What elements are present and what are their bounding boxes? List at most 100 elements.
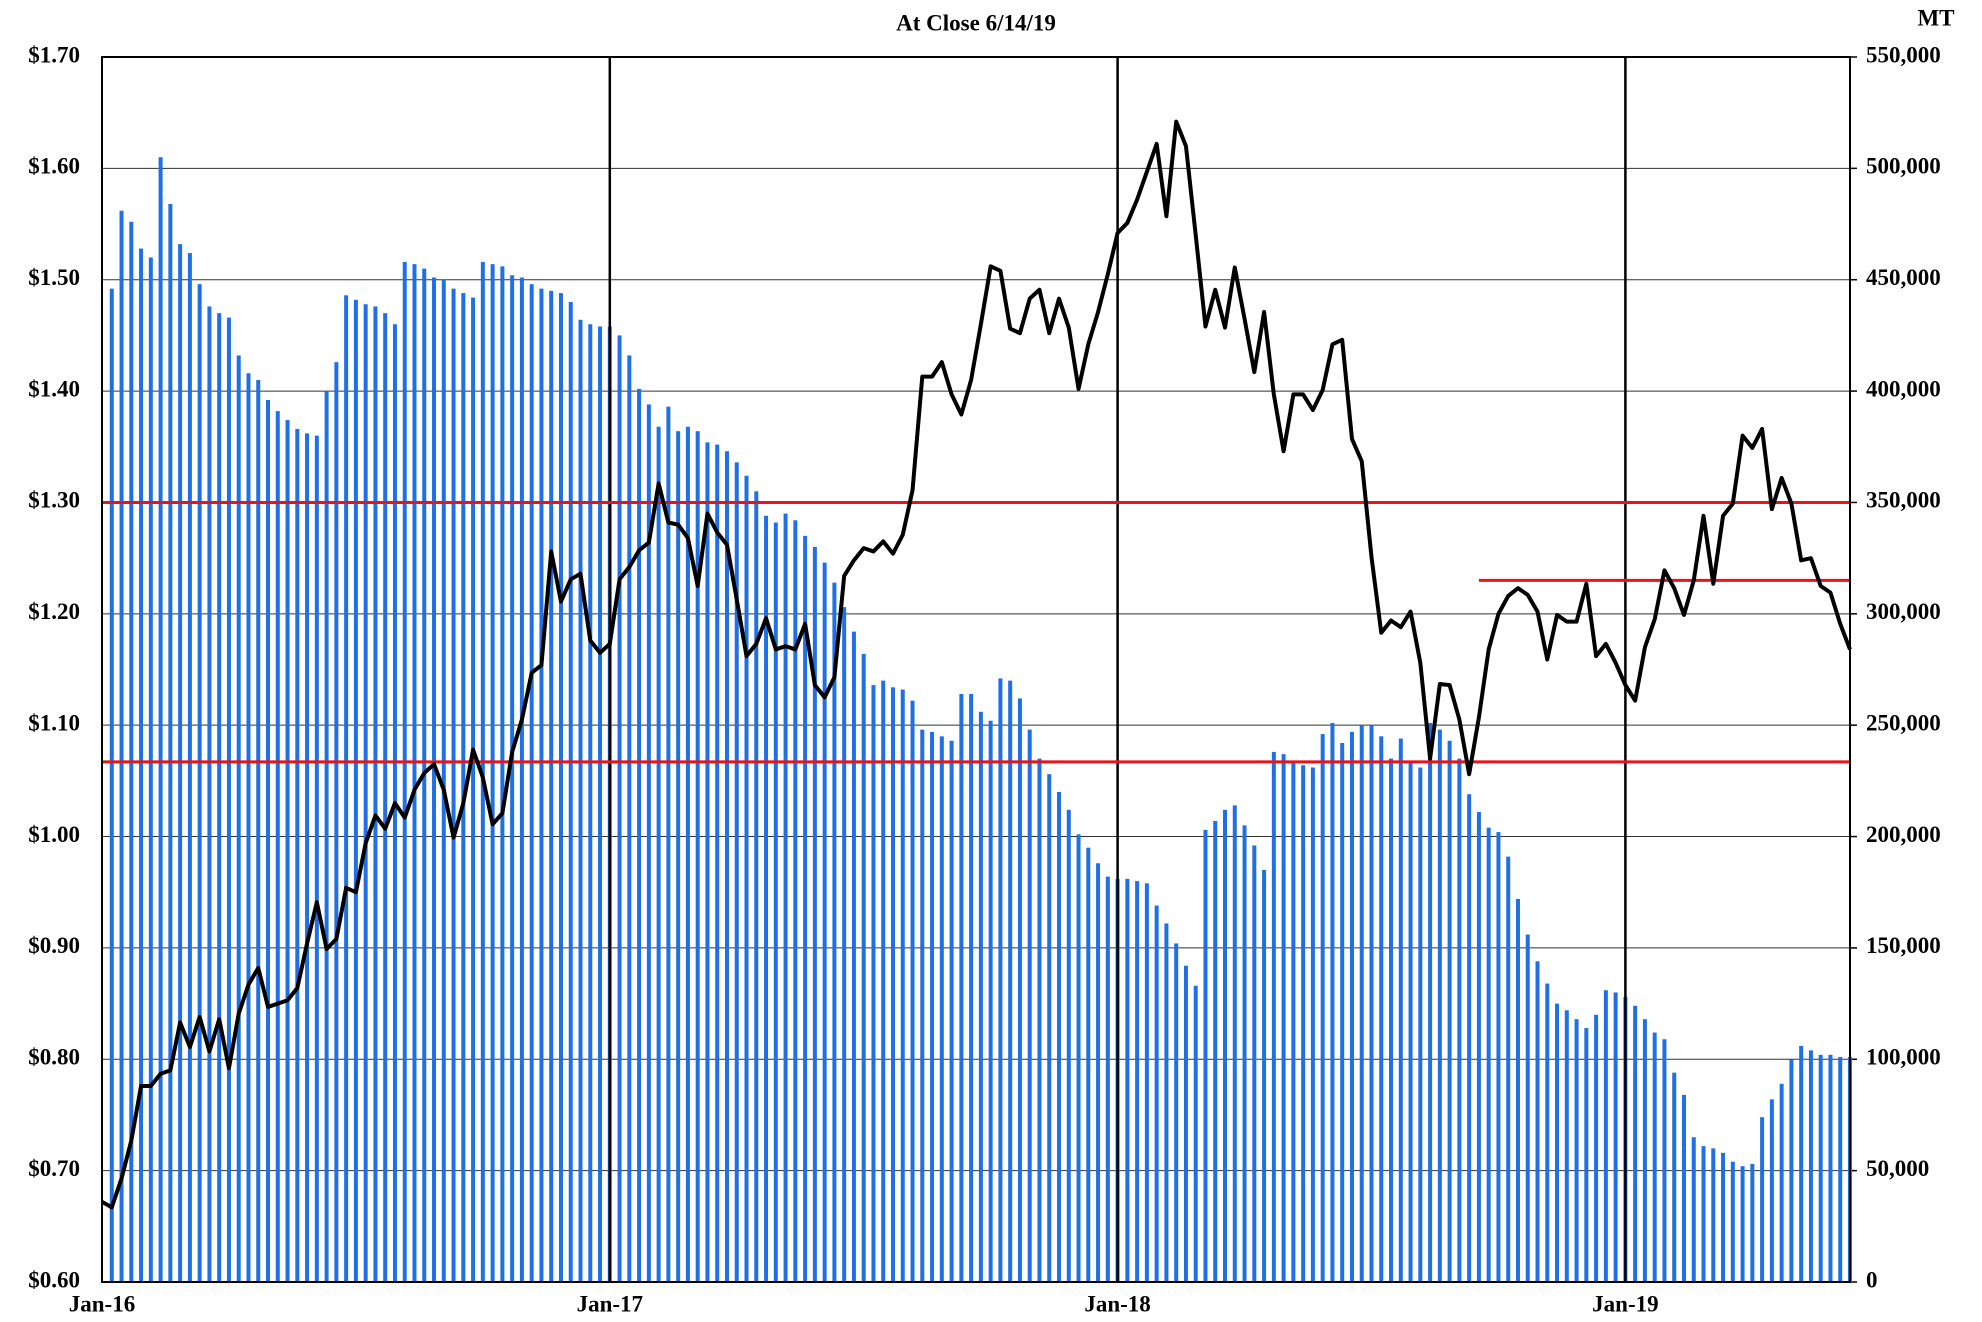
bar — [637, 388, 642, 1282]
bar — [1535, 961, 1540, 1282]
bar — [217, 313, 222, 1282]
y2-tick-label: 200,000 — [1866, 822, 1941, 847]
bar — [500, 266, 505, 1282]
bar — [705, 442, 710, 1282]
x-tick-label: Jan-16 — [69, 1291, 135, 1316]
bar — [1252, 845, 1257, 1282]
bar — [295, 428, 300, 1282]
bar — [1428, 722, 1433, 1282]
bar — [1486, 827, 1491, 1282]
bar — [1144, 883, 1149, 1282]
bar — [930, 731, 935, 1282]
bar — [861, 653, 866, 1282]
bar — [1457, 758, 1462, 1282]
bar — [334, 362, 339, 1282]
bar — [1730, 1161, 1735, 1282]
bar — [1506, 856, 1511, 1282]
bar — [1681, 1094, 1686, 1282]
bar — [314, 435, 319, 1282]
bar — [1076, 834, 1081, 1282]
bar — [1262, 869, 1267, 1282]
bar — [744, 475, 749, 1282]
bar — [1818, 1054, 1823, 1282]
y-tick-label: $1.30 — [28, 488, 80, 513]
y-tick-label: $0.60 — [28, 1267, 80, 1292]
bar — [519, 277, 524, 1282]
bar — [1066, 809, 1071, 1282]
bar — [1223, 809, 1228, 1282]
y2-tick-label: 100,000 — [1866, 1045, 1941, 1070]
y-tick-label: $0.80 — [28, 1045, 80, 1070]
bar — [1808, 1050, 1813, 1282]
bar — [1105, 876, 1110, 1282]
bar — [1047, 774, 1052, 1282]
bar — [1740, 1166, 1745, 1282]
bar — [461, 293, 466, 1282]
bar — [510, 275, 515, 1283]
bar — [1057, 792, 1062, 1282]
bar — [490, 264, 495, 1282]
bar — [129, 221, 134, 1283]
y-tick-label: $1.20 — [28, 599, 80, 624]
bar — [432, 277, 437, 1282]
bar — [275, 411, 280, 1282]
y2-tick-label: 300,000 — [1866, 599, 1941, 624]
bar — [1203, 829, 1208, 1282]
bar — [617, 335, 622, 1283]
bar — [1291, 760, 1296, 1282]
bar — [383, 313, 388, 1282]
bar — [1437, 729, 1442, 1282]
bar — [1369, 725, 1374, 1282]
y2-tick-label: 150,000 — [1866, 933, 1941, 958]
bar — [1838, 1057, 1843, 1282]
bar — [1242, 825, 1247, 1282]
bar — [139, 248, 144, 1283]
bar — [734, 462, 739, 1282]
bar — [1672, 1072, 1677, 1282]
bar — [764, 515, 769, 1282]
bar — [363, 304, 368, 1282]
bar — [812, 547, 817, 1282]
bar — [412, 264, 417, 1282]
bar — [1008, 680, 1013, 1282]
bar — [1760, 1117, 1765, 1282]
bar — [1496, 832, 1501, 1282]
bar — [969, 694, 974, 1282]
bar — [402, 261, 407, 1283]
bar — [1691, 1137, 1696, 1282]
bar — [246, 373, 251, 1283]
y2-tick-label: 550,000 — [1866, 42, 1941, 67]
y2-tick-label: 0 — [1866, 1267, 1878, 1292]
bar — [1525, 934, 1530, 1282]
bar — [1545, 983, 1550, 1282]
bar — [1125, 878, 1130, 1282]
bar — [1662, 1039, 1667, 1282]
y-tick-label: $0.70 — [28, 1156, 80, 1181]
bar — [109, 288, 114, 1282]
bar — [988, 720, 993, 1282]
bar — [1037, 758, 1042, 1282]
y-tick-label: $1.50 — [28, 265, 80, 290]
bar — [471, 297, 476, 1283]
bar — [1613, 992, 1618, 1282]
x-tick-label: Jan-19 — [1592, 1291, 1658, 1316]
bar — [871, 685, 876, 1282]
bar — [1359, 725, 1364, 1282]
bar — [685, 426, 690, 1282]
bar — [715, 444, 720, 1283]
bar — [920, 729, 925, 1282]
bar — [197, 284, 202, 1282]
bar — [578, 319, 583, 1282]
chart-title: At Close 6/14/19 — [896, 10, 1056, 35]
bar — [207, 306, 212, 1282]
price-line — [101, 119, 1852, 1210]
bar — [676, 431, 681, 1282]
y2-tick-label: 250,000 — [1866, 710, 1941, 735]
bar — [1349, 731, 1354, 1282]
bar — [656, 426, 661, 1282]
bar — [1271, 751, 1276, 1282]
bar — [1574, 1019, 1579, 1282]
bar — [1398, 738, 1403, 1282]
bar — [793, 520, 798, 1282]
